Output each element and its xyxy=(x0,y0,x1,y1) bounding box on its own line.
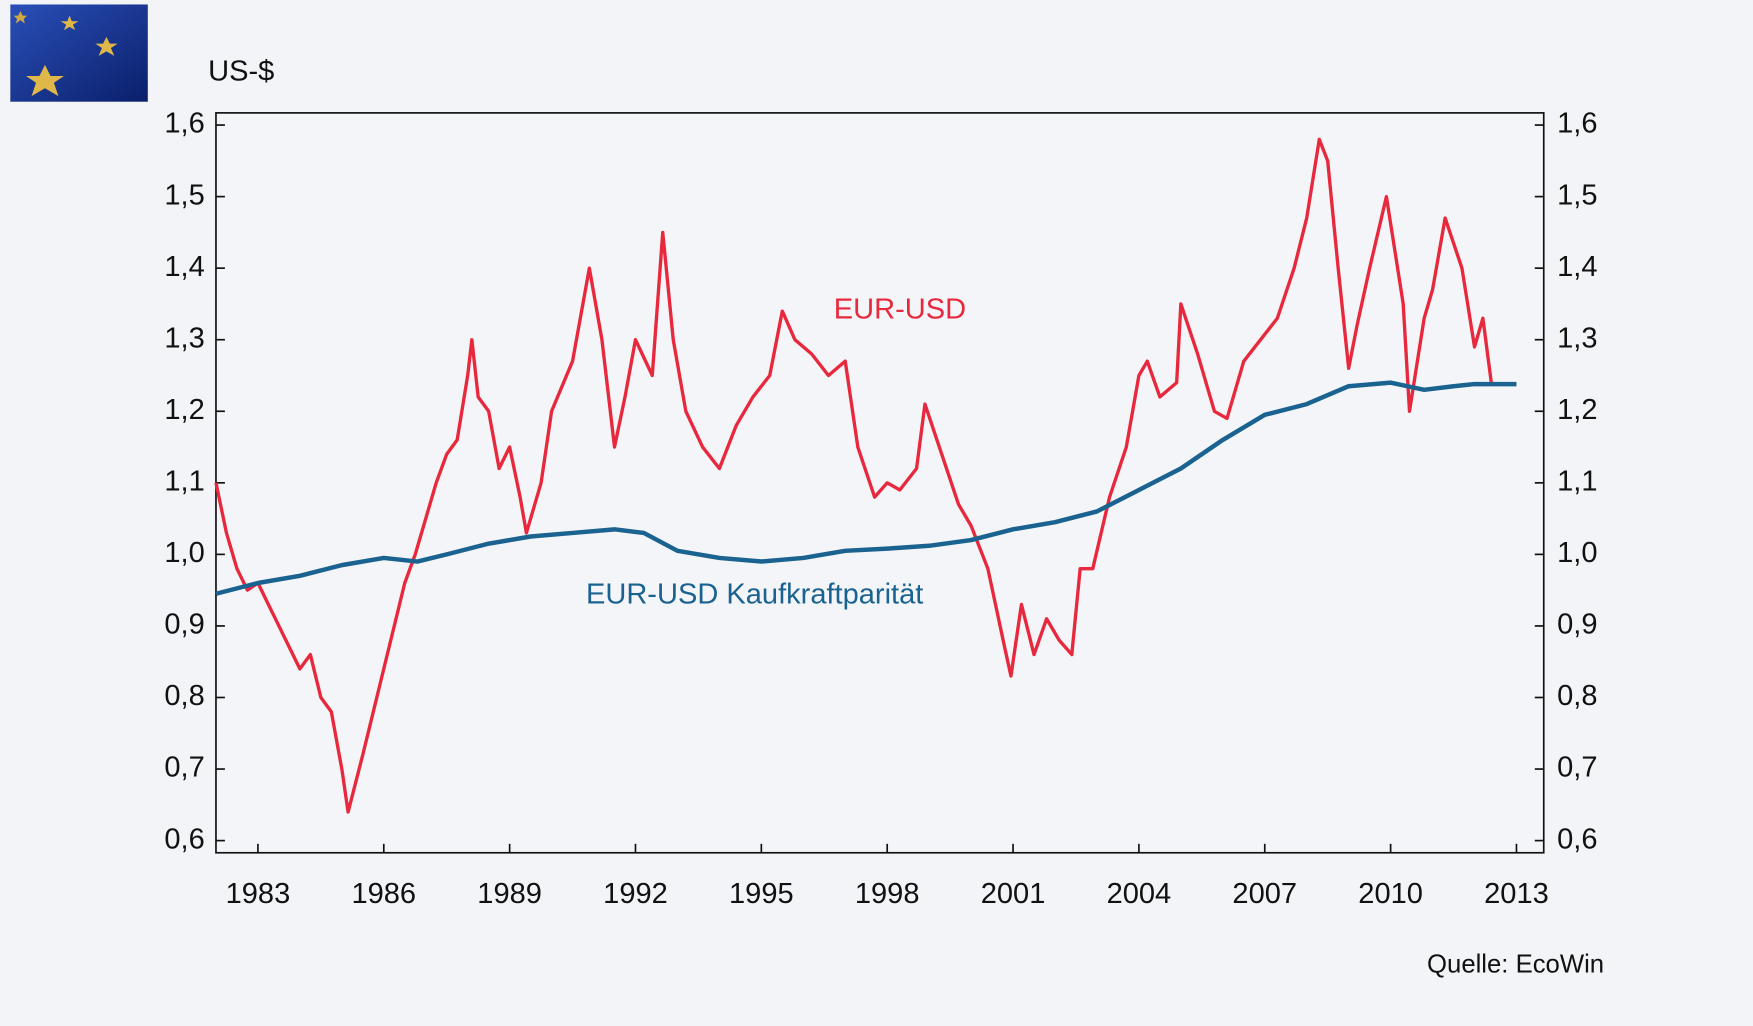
y2-tick-label: 1,6 xyxy=(1557,108,1597,140)
y2-tick-label: 0,7 xyxy=(1557,752,1597,784)
y-tick-label: 1,6 xyxy=(164,108,204,140)
y-tick-label: 0,6 xyxy=(164,823,204,855)
x-tick-label: 2004 xyxy=(1107,878,1172,910)
flag-icon xyxy=(10,4,147,101)
series-label: EUR-USD xyxy=(834,293,966,325)
x-tick-label: 1998 xyxy=(855,878,920,910)
x-tick-label: 1992 xyxy=(603,878,668,910)
series-label: EUR-USD Kaufkraftparität xyxy=(586,578,923,610)
y-tick-label: 1,4 xyxy=(164,251,204,283)
source-note: Quelle: EcoWin xyxy=(1427,950,1604,978)
y-tick-label: 1,5 xyxy=(164,179,204,211)
page: {"chart_data": {"type": "line", "y_label… xyxy=(0,0,1753,1026)
x-tick-label: 2007 xyxy=(1232,878,1297,910)
y2-tick-label: 0,8 xyxy=(1557,680,1597,712)
y2-tick-label: 1,4 xyxy=(1557,251,1597,283)
y2-tick-label: 1,1 xyxy=(1557,465,1597,497)
plot-area xyxy=(216,113,1544,853)
y-tick-label: 0,7 xyxy=(164,752,204,784)
y-tick-label: 1,2 xyxy=(164,394,204,426)
y2-tick-label: 0,9 xyxy=(1557,609,1597,641)
chart: US-$ Quelle: EcoWin 0,6 0,7 0,8 0,9 1,0 1,1 1,… xyxy=(0,0,1753,1026)
y-tick-label: 1,1 xyxy=(164,465,204,497)
y2-tick-label: 1,3 xyxy=(1557,322,1597,354)
y2-tick-label: 1,0 xyxy=(1557,537,1597,569)
y2-tick-label: 0,6 xyxy=(1557,823,1597,855)
x-tick-label: 2013 xyxy=(1484,878,1549,910)
y2-tick-label: 1,5 xyxy=(1557,179,1597,211)
y-tick-label: 0,8 xyxy=(164,680,204,712)
y2-tick-label: 1,2 xyxy=(1557,394,1597,426)
x-tick-label: 1989 xyxy=(477,878,542,910)
x-tick-label: 1995 xyxy=(729,878,794,910)
x-tick-label: 1983 xyxy=(226,878,291,910)
y-axis-label: US-$ xyxy=(208,55,274,87)
y-tick-label: 1,0 xyxy=(164,537,204,569)
x-tick-label: 1986 xyxy=(351,878,416,910)
y-tick-label: 0,9 xyxy=(164,609,204,641)
x-tick-label: 2001 xyxy=(981,878,1046,910)
y-tick-label: 1,3 xyxy=(164,322,204,354)
x-tick-label: 2010 xyxy=(1358,878,1423,910)
